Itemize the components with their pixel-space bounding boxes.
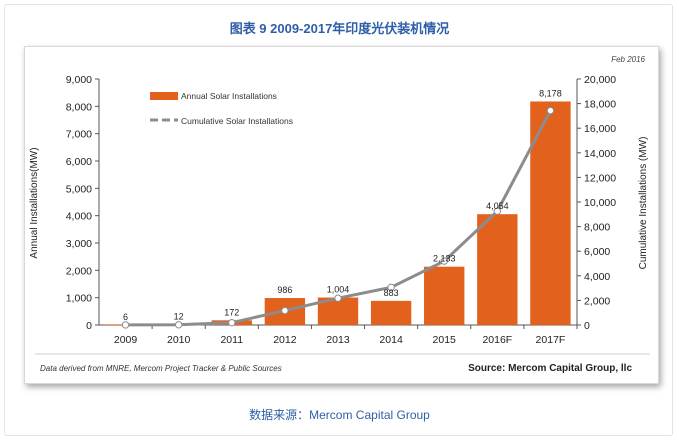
legend-bar-label: Annual Solar Installations — [181, 91, 277, 101]
y-right-tick-label: 4,000 — [584, 271, 610, 283]
bar-value-label: 172 — [224, 307, 239, 317]
x-tick-label: 2012 — [273, 334, 297, 346]
y-left-tick-label: 2,000 — [66, 265, 92, 277]
date-note: Feb 2016 — [611, 55, 645, 64]
x-tick-label: 2015 — [433, 334, 457, 346]
figure-title: 图表 9 2009-2017年印度光伏装机情况 — [229, 21, 450, 36]
cumulative-point-2009 — [121, 321, 130, 329]
chart-panel: Feb 2016 Annual Installations(MW) Cumula… — [24, 46, 659, 384]
x-tick-label: 2011 — [220, 334, 243, 346]
cumulative-point-2017F — [546, 106, 555, 115]
x-tick-label: 2016F — [482, 334, 512, 346]
y-left-tick-label: 4,000 — [66, 211, 92, 223]
x-tick-label: 2009 — [114, 334, 138, 346]
bar-value-label: 4,054 — [486, 201, 509, 211]
cumulative-point-2011 — [228, 318, 236, 327]
chart-svg: Feb 2016 Annual Installations(MW) Cumula… — [29, 55, 650, 374]
bar-value-label: 986 — [277, 285, 292, 295]
cumulative-point-2012 — [281, 306, 289, 315]
legend-line-label: Cumulative Solar Installations — [181, 116, 293, 126]
x-tick-label: 2010 — [167, 334, 191, 346]
legend: Annual Solar Installations Cumulative So… — [150, 91, 293, 126]
bar-value-label: 1,004 — [327, 285, 350, 295]
footnote: Data derived from MNRE, Mercom Project T… — [40, 364, 282, 373]
y-left-tick-label: 0 — [86, 320, 92, 332]
y-left-tick-label: 8,000 — [66, 101, 92, 113]
figure-caption: 数据来源：Mercom Capital Group — [249, 408, 430, 422]
y-right-tick-label: 8,000 — [584, 222, 610, 234]
bar-value-label: 12 — [174, 312, 184, 322]
y-left-tick-label: 5,000 — [66, 183, 92, 195]
bar-value-label: 2,133 — [433, 254, 456, 264]
axes-group: 0 1,000 2,000 3,000 4,000 5,000 6,000 7,000 8,00… — [66, 74, 617, 346]
y-right-tick-label: 18,000 — [584, 99, 616, 111]
y-right-tick-label: 20,000 — [584, 74, 616, 86]
y-right-tick-label: 0 — [584, 320, 590, 332]
source-note: Source: Mercom Capital Group, llc — [468, 363, 632, 374]
y-axis-right-label: Cumulative Installations (MW) — [638, 137, 649, 270]
bar-value-label: 6 — [123, 312, 128, 322]
bar-annual-2014 — [370, 300, 412, 325]
bar-value-label: 883 — [384, 288, 399, 298]
bar-annual-2015 — [424, 266, 465, 325]
x-tick-label: 2017F — [536, 334, 566, 346]
y-axis-left-label: Annual Installations(MW) — [29, 147, 40, 258]
y-right-tick-label: 6,000 — [584, 246, 610, 258]
x-tick-label: 2014 — [379, 334, 403, 346]
data-labels-group: 6 12 172 986 1,004 883 2,133 4,054 8,178 — [123, 88, 562, 321]
y-right-tick-label: 2,000 — [584, 295, 610, 307]
bar-annual-2016F — [477, 214, 518, 325]
x-tick-label: 2013 — [326, 334, 350, 346]
y-right-tick-label: 10,000 — [584, 197, 616, 209]
legend-bar-swatch — [150, 92, 178, 100]
y-left-tick-label: 6,000 — [66, 156, 92, 168]
y-left-tick-label: 3,000 — [66, 238, 92, 250]
cumulative-point-2016F — [493, 207, 502, 215]
y-left-tick-label: 9,000 — [66, 74, 92, 86]
y-left-tick-label: 1,000 — [66, 293, 92, 305]
y-right-tick-label: 16,000 — [584, 123, 616, 135]
cumulative-point-2014 — [387, 283, 395, 292]
bars-group — [105, 101, 571, 326]
cumulative-line-group — [121, 106, 555, 329]
y-left-tick-label: 7,000 — [66, 129, 92, 141]
cumulative-point-2010 — [174, 321, 183, 329]
bar-value-label: 8,178 — [539, 88, 562, 98]
y-right-tick-label: 12,000 — [584, 172, 616, 184]
y-right-tick-label: 14,000 — [584, 148, 616, 160]
cumulative-point-2013 — [334, 294, 342, 302]
cumulative-point-2015 — [440, 257, 448, 265]
